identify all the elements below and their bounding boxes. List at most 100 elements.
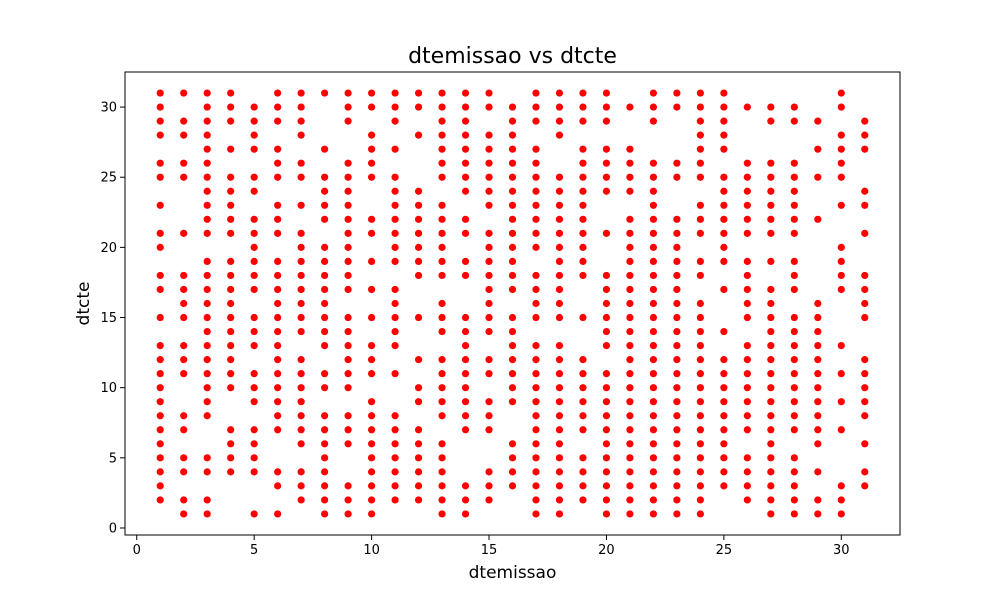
data-point [485, 370, 493, 378]
data-points [156, 89, 869, 518]
y-tick-label: 20 [100, 241, 117, 256]
data-point [673, 173, 681, 181]
data-point [790, 426, 798, 434]
data-point [367, 103, 376, 111]
data-point [461, 384, 470, 392]
data-point [649, 426, 658, 434]
data-point [767, 356, 775, 364]
data-point [673, 426, 681, 434]
data-point [156, 398, 164, 406]
data-point [485, 89, 493, 97]
data-point [391, 201, 399, 209]
data-point [274, 510, 282, 518]
data-point [414, 468, 423, 476]
data-point [485, 285, 493, 294]
data-point [626, 215, 634, 223]
data-point [274, 117, 282, 125]
data-point [626, 285, 634, 294]
data-point [649, 103, 658, 111]
data-point [203, 103, 211, 111]
data-point [438, 159, 446, 167]
data-point [321, 426, 329, 434]
data-point [367, 229, 376, 237]
data-point [861, 398, 869, 406]
data-point [321, 440, 329, 448]
data-point [156, 229, 164, 237]
data-point [321, 468, 329, 476]
data-point [391, 243, 399, 251]
data-point [673, 341, 681, 350]
data-point [156, 243, 164, 251]
data-point [673, 384, 681, 392]
data-point [156, 440, 164, 448]
data-point [673, 229, 681, 237]
data-point [626, 510, 634, 518]
data-point [203, 201, 211, 209]
data-point [743, 496, 751, 504]
data-point [438, 299, 446, 308]
data-point [250, 370, 258, 378]
data-point [321, 89, 329, 97]
data-point [344, 370, 352, 378]
data-point [743, 187, 751, 195]
data-point [602, 271, 611, 280]
data-point [673, 356, 681, 364]
data-point [508, 454, 517, 462]
data-point [367, 159, 376, 167]
data-point [814, 341, 822, 350]
x-tick-label: 0 [133, 543, 141, 558]
data-point [532, 341, 540, 350]
data-point [508, 117, 517, 125]
data-point [743, 356, 751, 364]
data-point [579, 173, 587, 181]
data-point [861, 412, 869, 420]
data-point [743, 384, 751, 392]
data-point [367, 257, 376, 266]
data-point [391, 89, 399, 97]
data-point [555, 285, 564, 294]
data-point [837, 201, 845, 209]
data-point [414, 440, 423, 448]
data-point [696, 229, 704, 237]
data-point [227, 370, 235, 378]
data-point [555, 426, 564, 434]
data-point [485, 187, 493, 195]
data-point [790, 510, 798, 518]
data-point [344, 89, 352, 97]
data-point [461, 271, 470, 280]
data-point [297, 327, 305, 336]
data-point [649, 440, 658, 448]
data-point [367, 426, 376, 434]
data-point [767, 103, 775, 111]
data-point [767, 496, 775, 504]
data-point [837, 285, 845, 294]
data-point [461, 173, 470, 181]
data-point [720, 285, 728, 294]
data-point [649, 89, 658, 97]
data-point [790, 496, 798, 504]
data-point [391, 145, 399, 153]
data-point [485, 229, 493, 237]
data-point [649, 187, 658, 195]
data-point [391, 103, 399, 111]
data-point [367, 356, 376, 364]
data-point [250, 468, 258, 476]
data-point [227, 384, 235, 392]
data-point [461, 145, 470, 153]
data-point [720, 468, 728, 476]
data-point [743, 482, 751, 490]
data-point [720, 370, 728, 378]
data-point [297, 496, 305, 504]
data-point [626, 496, 634, 504]
data-point [485, 257, 493, 266]
data-point [837, 482, 845, 490]
data-point [508, 257, 517, 266]
data-point [743, 398, 751, 406]
x-tick-label: 5 [250, 543, 258, 558]
data-point [532, 482, 540, 490]
data-point [814, 412, 822, 420]
data-point [297, 468, 305, 476]
data-point [837, 257, 845, 266]
data-point [579, 426, 587, 434]
data-point [438, 201, 446, 209]
